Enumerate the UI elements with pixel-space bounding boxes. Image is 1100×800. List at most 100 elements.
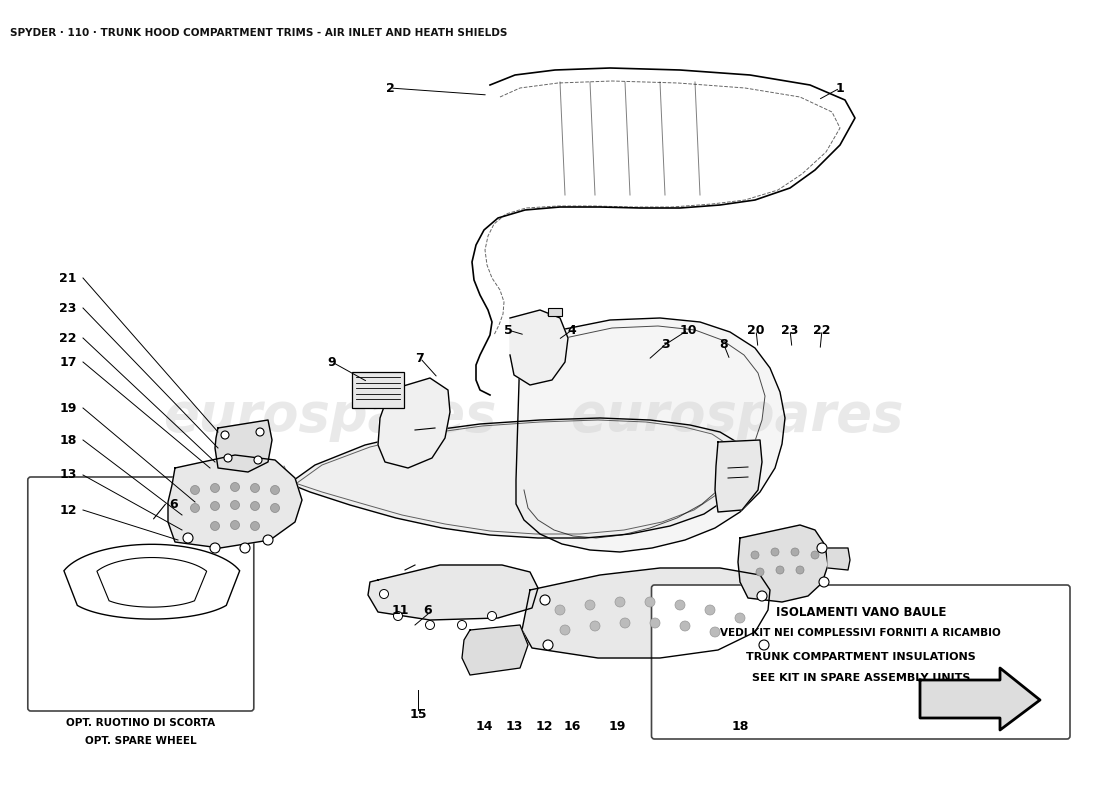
Circle shape (210, 543, 220, 553)
Circle shape (820, 577, 829, 587)
Text: VEDI KIT NEI COMPLESSIVI FORNITI A RICAMBIO: VEDI KIT NEI COMPLESSIVI FORNITI A RICAM… (720, 628, 1001, 638)
Polygon shape (920, 668, 1040, 730)
Text: OPT. SPARE WHEEL: OPT. SPARE WHEEL (85, 736, 197, 746)
Circle shape (791, 548, 799, 556)
Circle shape (231, 521, 240, 530)
Text: 18: 18 (59, 434, 77, 446)
Circle shape (210, 483, 220, 493)
Polygon shape (462, 625, 528, 675)
Text: 13: 13 (59, 469, 77, 482)
Polygon shape (516, 318, 785, 552)
Circle shape (251, 522, 260, 530)
Circle shape (817, 543, 827, 553)
Circle shape (776, 566, 784, 574)
Circle shape (680, 621, 690, 631)
Text: 22: 22 (59, 331, 77, 345)
Text: 7: 7 (416, 351, 425, 365)
Text: SEE KIT IN SPARE ASSEMBLY UNITS: SEE KIT IN SPARE ASSEMBLY UNITS (751, 673, 970, 683)
Text: 14: 14 (475, 719, 493, 733)
Circle shape (183, 533, 192, 543)
Text: 10: 10 (680, 323, 696, 337)
Polygon shape (378, 378, 450, 468)
Bar (548, 308, 562, 316)
Circle shape (458, 621, 466, 630)
Text: SPYDER · 110 · TRUNK HOOD COMPARTMENT TRIMS - AIR INLET AND HEATH SHIELDS: SPYDER · 110 · TRUNK HOOD COMPARTMENT TR… (10, 28, 507, 38)
Circle shape (710, 627, 720, 637)
Circle shape (560, 625, 570, 635)
Text: 15: 15 (409, 709, 427, 722)
Circle shape (487, 611, 496, 621)
Circle shape (645, 597, 654, 607)
Circle shape (210, 502, 220, 510)
Text: 23: 23 (781, 323, 799, 337)
Text: 20: 20 (747, 323, 764, 337)
Circle shape (556, 605, 565, 615)
Text: 23: 23 (59, 302, 77, 314)
Circle shape (256, 428, 264, 436)
Circle shape (811, 551, 819, 559)
Circle shape (231, 482, 240, 491)
Circle shape (251, 483, 260, 493)
Circle shape (751, 551, 759, 559)
Circle shape (221, 431, 229, 439)
Circle shape (585, 600, 595, 610)
Circle shape (757, 591, 767, 601)
Circle shape (615, 597, 625, 607)
Polygon shape (510, 310, 568, 385)
Text: 16: 16 (563, 719, 581, 733)
Text: 18: 18 (732, 719, 749, 733)
Circle shape (210, 522, 220, 530)
Circle shape (620, 618, 630, 628)
Circle shape (231, 501, 240, 510)
Polygon shape (738, 525, 828, 602)
Text: 4: 4 (568, 323, 576, 337)
Circle shape (271, 503, 279, 513)
Text: 1: 1 (836, 82, 845, 94)
Text: 5: 5 (504, 323, 513, 337)
Circle shape (190, 486, 199, 494)
Text: 22: 22 (813, 323, 830, 337)
Circle shape (650, 618, 660, 628)
FancyBboxPatch shape (28, 477, 254, 711)
Polygon shape (828, 548, 850, 570)
Text: 6: 6 (424, 603, 432, 617)
Circle shape (394, 611, 403, 621)
Circle shape (735, 613, 745, 623)
Text: eurospares: eurospares (163, 390, 497, 442)
FancyBboxPatch shape (651, 585, 1070, 739)
Circle shape (540, 595, 550, 605)
Text: 12: 12 (59, 503, 77, 517)
Circle shape (263, 535, 273, 545)
Circle shape (756, 568, 764, 576)
Polygon shape (168, 455, 302, 548)
Circle shape (190, 503, 199, 513)
Circle shape (271, 486, 279, 494)
Polygon shape (522, 568, 770, 658)
Circle shape (224, 454, 232, 462)
Polygon shape (214, 420, 272, 472)
Circle shape (590, 621, 600, 631)
Circle shape (379, 590, 388, 598)
Polygon shape (270, 418, 748, 538)
Text: 13: 13 (505, 719, 522, 733)
Circle shape (254, 456, 262, 464)
Text: 8: 8 (719, 338, 728, 351)
Text: 3: 3 (661, 338, 669, 351)
Circle shape (240, 543, 250, 553)
Polygon shape (715, 440, 762, 512)
Circle shape (543, 640, 553, 650)
Text: 19: 19 (59, 402, 77, 414)
Circle shape (759, 640, 769, 650)
Text: ISOLAMENTI VANO BAULE: ISOLAMENTI VANO BAULE (776, 606, 946, 619)
Text: 19: 19 (608, 719, 626, 733)
Text: OPT. RUOTINO DI SCORTA: OPT. RUOTINO DI SCORTA (66, 718, 216, 728)
Text: TRUNK COMPARTMENT INSULATIONS: TRUNK COMPARTMENT INSULATIONS (746, 652, 976, 662)
Circle shape (426, 621, 434, 630)
Circle shape (771, 548, 779, 556)
Circle shape (705, 605, 715, 615)
Circle shape (251, 502, 260, 510)
Text: 9: 9 (328, 355, 337, 369)
Text: 11: 11 (392, 603, 409, 617)
Text: eurospares: eurospares (570, 390, 904, 442)
Circle shape (796, 566, 804, 574)
